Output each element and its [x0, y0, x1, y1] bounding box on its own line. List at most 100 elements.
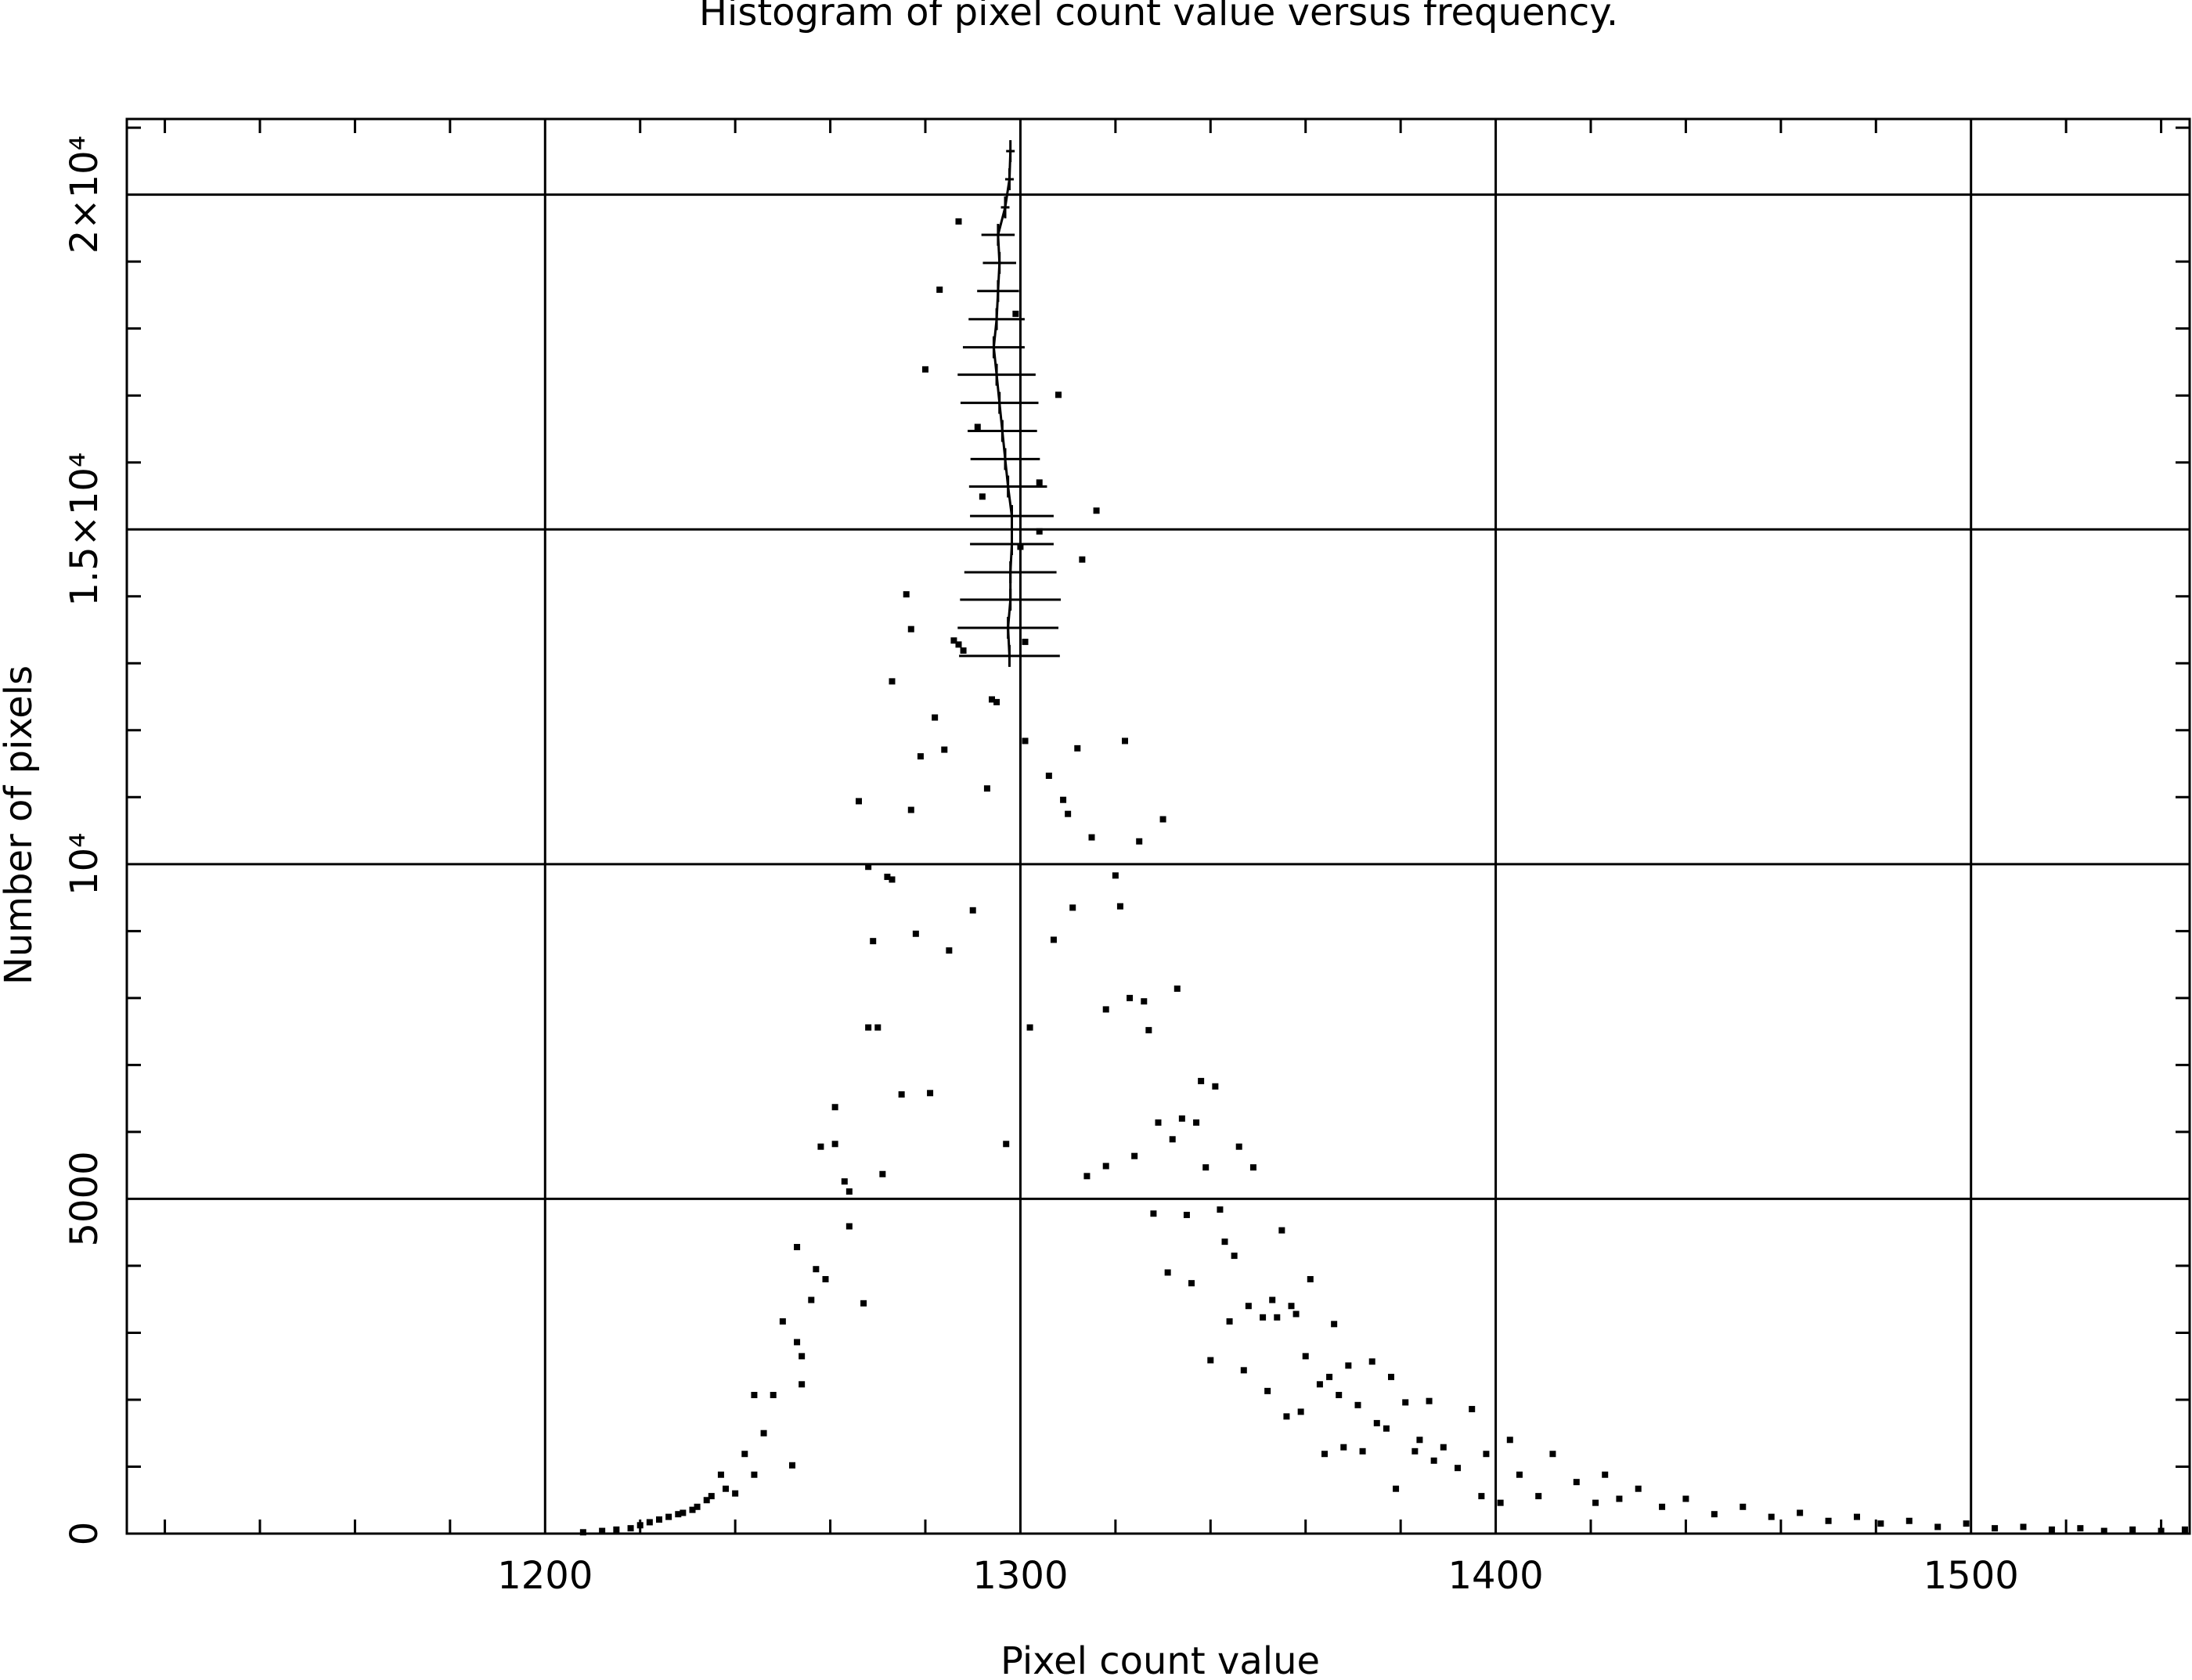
point [1592, 1499, 1599, 1506]
point [1321, 1451, 1328, 1458]
point [955, 641, 962, 648]
x-tick-label: 1200 [497, 1554, 593, 1598]
point [941, 746, 948, 753]
point [1326, 1373, 1333, 1380]
y-axis-label: Number of pixels [0, 665, 41, 985]
point [1768, 1513, 1775, 1520]
point [879, 1170, 886, 1177]
point [1469, 1405, 1476, 1412]
point [1659, 1503, 1666, 1510]
point [703, 1497, 710, 1504]
point [2100, 1527, 2107, 1534]
point [1740, 1503, 1747, 1510]
point [1297, 1408, 1304, 1415]
point [723, 1485, 729, 1492]
point [2020, 1523, 2027, 1530]
x-tick-label: 1400 [1448, 1554, 1543, 1598]
point [1221, 1238, 1228, 1246]
point [1235, 1143, 1242, 1150]
point [799, 1381, 806, 1388]
point [1178, 1115, 1185, 1122]
point [1383, 1425, 1390, 1432]
x-tick-label: 1500 [1923, 1554, 2019, 1598]
point [1045, 772, 1052, 779]
point [1150, 1210, 1157, 1217]
point [865, 863, 872, 871]
point [1573, 1479, 1580, 1486]
point [1516, 1471, 1523, 1478]
point [889, 678, 896, 685]
point [1136, 838, 1143, 845]
point [856, 798, 862, 805]
point [969, 907, 976, 914]
point [1506, 1437, 1513, 1444]
point [1992, 1525, 1999, 1532]
point [1854, 1513, 1860, 1520]
point [1905, 1517, 1913, 1524]
point [831, 1104, 838, 1111]
point [1549, 1451, 1556, 1458]
point [770, 1391, 777, 1398]
point [889, 876, 896, 883]
point [794, 1339, 801, 1346]
point [1145, 1026, 1152, 1033]
point [1226, 1318, 1233, 1325]
y-tick-label: 2×10⁴ [63, 135, 106, 254]
point [1416, 1437, 1423, 1444]
point [917, 753, 924, 760]
point [1426, 1397, 1433, 1404]
point [1336, 1391, 1343, 1398]
point [1278, 1227, 1285, 1234]
point [845, 1188, 853, 1195]
point [1430, 1457, 1437, 1464]
point [1127, 994, 1134, 1001]
point [717, 1471, 724, 1478]
point [751, 1471, 758, 1478]
point [2181, 1526, 2188, 1533]
point [636, 1522, 644, 1529]
point [579, 1529, 586, 1536]
point [989, 696, 995, 703]
point [1159, 816, 1166, 823]
point [1373, 1419, 1380, 1426]
point [1635, 1485, 1642, 1492]
x-tick-label: 1300 [972, 1554, 1068, 1598]
point [799, 1353, 806, 1360]
point [646, 1519, 653, 1526]
point [741, 1451, 748, 1458]
point [1022, 638, 1029, 645]
point [1307, 1276, 1314, 1283]
point [1055, 391, 1062, 398]
point [1131, 1152, 1138, 1159]
point [1122, 737, 1128, 744]
point [813, 1266, 820, 1273]
point [1402, 1399, 1409, 1406]
point [1088, 834, 1095, 841]
point [1359, 1447, 1366, 1455]
point [613, 1526, 620, 1533]
point [1116, 903, 1123, 910]
point [1535, 1493, 1542, 1500]
point [1102, 1163, 1109, 1170]
point [794, 1243, 801, 1250]
point [822, 1276, 829, 1283]
point [845, 1223, 853, 1230]
point [1112, 872, 1119, 879]
point [1455, 1465, 1461, 1472]
point [665, 1513, 672, 1520]
point [1316, 1381, 1323, 1388]
point [656, 1516, 662, 1523]
point [993, 698, 1000, 705]
point [870, 938, 877, 945]
point [860, 1300, 867, 1307]
point [955, 218, 962, 225]
point [817, 1143, 824, 1150]
point [789, 1462, 795, 1469]
point [922, 366, 928, 373]
point [1440, 1444, 1447, 1451]
point [1497, 1499, 1504, 1506]
point [2158, 1527, 2165, 1534]
point [898, 1091, 905, 1098]
point [912, 930, 919, 937]
